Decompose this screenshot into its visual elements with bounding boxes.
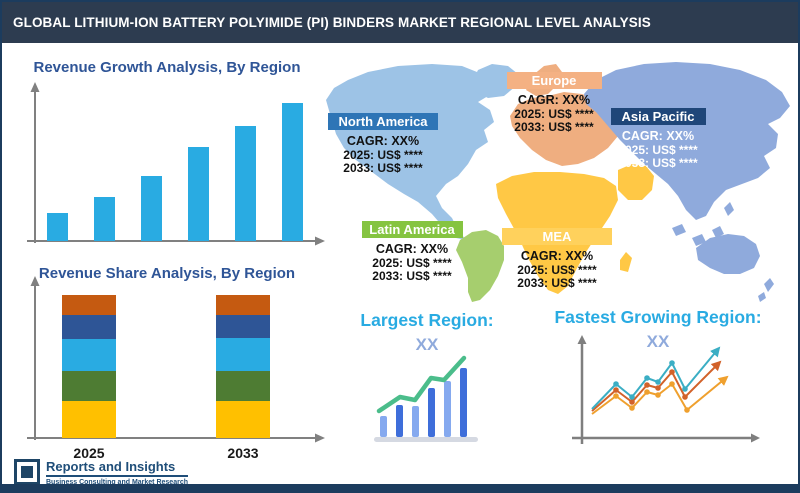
logo-text: Reports and Insights Business Consulting… <box>46 459 188 486</box>
growth-chart-axes <box>27 82 325 246</box>
region-2033-value: 2033: US$ **** <box>618 156 698 170</box>
region-cagr: CAGR: XX% <box>375 242 449 256</box>
share-dark-blue-segment <box>216 315 270 338</box>
logo-square-inner <box>21 466 33 478</box>
region-2033-value: 2033: US$ **** <box>517 276 597 290</box>
growth-bar <box>94 196 115 241</box>
fastest-growing-chart-icon <box>572 335 760 444</box>
continent-europe <box>510 92 620 166</box>
region-cagr: CAGR: XX% <box>520 249 594 263</box>
growth-bar <box>188 147 209 241</box>
world-map <box>326 62 790 302</box>
region-2033-value: 2033: US$ **** <box>372 269 452 283</box>
middle-east <box>618 164 654 200</box>
growth-bar <box>282 103 303 241</box>
growth-bar <box>141 176 162 241</box>
region-block-europe: Europe CAGR: XX% 2025: US$ **** 2033: US… <box>496 72 612 135</box>
fastest-growing-region-title: Fastest Growing Region: <box>554 307 762 327</box>
growth-bars <box>47 103 303 241</box>
share-green-segment <box>62 370 116 401</box>
region-2025-value: 2025: US$ **** <box>343 147 423 162</box>
region-block-asia-pacific: Asia Pacific CAGR: XX% 2025: US$ **** 20… <box>599 108 717 171</box>
growth-bar <box>235 126 256 241</box>
continent-asia <box>584 62 790 220</box>
share-orange-segment <box>62 295 116 316</box>
region-block-latin-america: Latin America CAGR: XX% 2025: US$ **** 2… <box>353 221 471 284</box>
largest-region-title: Largest Region: <box>360 310 494 330</box>
logo-square-icon <box>14 459 40 485</box>
share-bar <box>216 295 270 438</box>
region-cagr: CAGR: XX% <box>621 129 695 143</box>
se-asia-island-3 <box>712 226 724 238</box>
continent-south-america <box>456 230 504 302</box>
region-label-asia-pacific: Asia Pacific <box>610 108 706 125</box>
largest-region-chart-icon <box>374 355 478 442</box>
share-orange-segment <box>216 295 270 316</box>
share-year-2033: 2033 <box>227 445 259 461</box>
region-block-mea: MEA CAGR: XX% 2025: US$ **** 2033: US$ *… <box>494 228 620 291</box>
se-asia-island-2 <box>692 234 706 246</box>
continent-north-america <box>326 64 494 240</box>
region-label-latin-america: Latin America <box>361 221 463 238</box>
region-2025-value: 2025: US$ **** <box>514 106 594 121</box>
growth-bar <box>47 213 68 241</box>
region-2033-value: 2033: US$ **** <box>343 161 423 175</box>
share-dark-blue-segment <box>62 315 116 340</box>
header: GLOBAL LITHIUM-ION BATTERY POLYIMIDE (PI… <box>2 2 798 43</box>
share-yellow-segment <box>62 400 116 438</box>
largest-region-value: XX <box>415 335 439 354</box>
region-label-mea: MEA <box>502 228 612 245</box>
fastest-growing-region-value: XX <box>646 332 670 351</box>
share-light-blue-segment <box>62 339 116 371</box>
growth-chart-title: Revenue Growth Analysis, By Region <box>33 59 301 76</box>
region-2033-value: 2033: US$ **** <box>514 120 594 134</box>
share-green-segment <box>216 370 270 401</box>
region-cagr: CAGR: XX% <box>517 93 591 107</box>
share-chart-axes <box>27 276 325 443</box>
region-block-north-america: North America CAGR: XX% 2025: US$ **** 2… <box>322 113 444 176</box>
region-2025-value: 2025: US$ **** <box>618 142 698 157</box>
new-zealand <box>758 278 774 302</box>
page-title: GLOBAL LITHIUM-ION BATTERY POLYIMIDE (PI… <box>13 15 651 30</box>
se-asia-island-1 <box>672 224 686 236</box>
share-light-blue-segment <box>216 337 270 371</box>
share-year-2025: 2025 <box>73 445 105 461</box>
share-bar <box>62 295 116 438</box>
reports-and-insights-logo: Reports and Insights Business Consulting… <box>14 459 188 486</box>
logo-tagline: Business Consulting and Market Research <box>46 479 188 486</box>
philippines <box>724 202 734 216</box>
madagascar <box>620 252 632 272</box>
share-chart-title: Revenue Share Analysis, By Region <box>38 265 296 282</box>
region-cagr: CAGR: XX% <box>346 134 420 148</box>
bottom-navy-bar <box>2 484 798 491</box>
japan <box>706 138 724 166</box>
logo-title: Reports and Insights <box>46 459 188 477</box>
australia <box>696 234 760 274</box>
region-label-north-america: North America <box>328 113 438 130</box>
share-yellow-segment <box>216 400 270 438</box>
region-label-europe: Europe <box>506 72 602 89</box>
region-2025-value: 2025: US$ **** <box>517 262 597 277</box>
region-2025-value: 2025: US$ **** <box>372 255 452 270</box>
